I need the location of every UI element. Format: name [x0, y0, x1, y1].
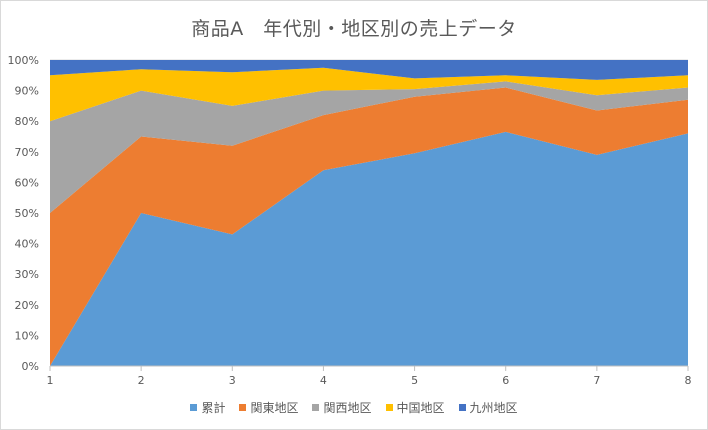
y-tick-label: 70%: [15, 146, 39, 159]
y-tick-label: 90%: [15, 85, 39, 98]
series-area-累計: [50, 131, 688, 366]
y-tick-label: 80%: [15, 115, 39, 128]
series-area-関西地区: [50, 81, 688, 214]
legend-swatch: [190, 404, 198, 411]
x-tick-label: 5: [411, 374, 418, 387]
y-tick-label: 30%: [15, 268, 39, 281]
y-tick-label: 60%: [15, 176, 39, 189]
y-tick-label: 40%: [15, 238, 39, 251]
legend-label: 九州地区: [469, 401, 518, 415]
legend-label: 中国地区: [396, 401, 445, 415]
series-area-九州地区: [50, 60, 688, 80]
legend: 累計 関東地区 関西地区 中国地区 九州地区: [0, 399, 708, 416]
legend-swatch: [312, 404, 320, 411]
x-tick-label: 8: [685, 374, 692, 387]
series-area-関東地区: [50, 87, 688, 366]
legend-swatch: [239, 404, 247, 411]
legend-item: 中国地区: [385, 399, 445, 416]
x-tick-label: 3: [229, 374, 236, 387]
x-tick-label: 4: [320, 374, 327, 387]
legend-label: 累計: [201, 401, 226, 415]
legend-label: 関東地区: [250, 401, 299, 415]
x-tick-label: 7: [593, 374, 600, 387]
legend-swatch: [385, 404, 393, 411]
y-tick-label: 20%: [15, 299, 39, 312]
legend-swatch: [458, 404, 466, 411]
x-tick-label: 1: [47, 374, 54, 387]
y-tick-label: 50%: [15, 207, 39, 220]
x-tick-label: 6: [502, 374, 509, 387]
y-tick-label: 10%: [15, 329, 39, 342]
y-tick-label: 100%: [8, 54, 39, 67]
legend-item: 関東地区: [239, 399, 298, 416]
series-area-中国地区: [50, 67, 688, 122]
legend-item: 九州地区: [458, 399, 518, 416]
chart-title: 商品A 年代別・地区別の売上データ: [191, 18, 517, 40]
legend-item: 関西地区: [312, 399, 372, 416]
legend-label: 関西地区: [323, 401, 372, 415]
legend-item: 累計: [190, 399, 225, 416]
y-tick-label: 0%: [22, 360, 39, 373]
x-tick-label: 2: [138, 374, 145, 387]
